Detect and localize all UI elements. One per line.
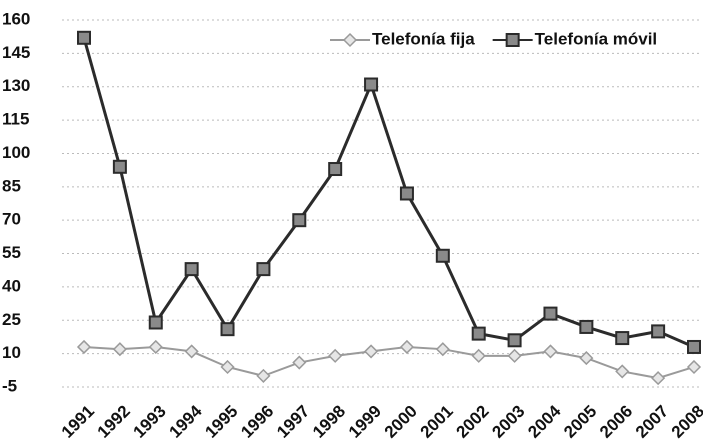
- x-tick-label: 2000: [381, 402, 421, 442]
- x-tick-label: 1997: [273, 402, 313, 442]
- marker: [615, 331, 630, 346]
- marker: [399, 186, 414, 201]
- marker: [220, 322, 235, 337]
- x-tick-label: 1993: [130, 402, 170, 442]
- y-tick-label: 25: [2, 310, 21, 329]
- marker: [399, 339, 415, 355]
- y-tick-label: -5: [2, 376, 17, 395]
- marker: [471, 348, 486, 363]
- legend-marker: [342, 32, 358, 48]
- y-tick-label: 130: [2, 76, 30, 95]
- x-tick-label: 2006: [596, 402, 636, 442]
- y-tick-label: 160: [2, 9, 30, 28]
- marker: [112, 159, 127, 174]
- marker: [507, 348, 522, 363]
- marker: [184, 344, 199, 359]
- x-tick-label: 2004: [524, 401, 565, 442]
- marker: [579, 319, 594, 334]
- marker: [686, 359, 702, 375]
- x-tick-label: 1998: [309, 402, 349, 442]
- y-tick-label: 85: [2, 176, 21, 195]
- legend-label: Telefonía fija: [372, 29, 475, 48]
- marker: [364, 77, 379, 92]
- marker: [435, 342, 450, 357]
- marker: [363, 344, 379, 359]
- marker: [435, 248, 450, 263]
- marker: [76, 339, 92, 355]
- x-tick-label: 1992: [94, 402, 134, 442]
- legend-label: Telefonía móvil: [535, 29, 658, 48]
- legend-marker: [505, 33, 520, 47]
- y-tick-label: 40: [2, 276, 21, 295]
- x-tick-label: 1991: [58, 402, 98, 442]
- x-tick-label: 2003: [488, 402, 528, 442]
- y-tick-label: 10: [2, 343, 21, 362]
- x-tick-label: 2007: [632, 402, 672, 442]
- marker: [148, 339, 163, 355]
- y-tick-label: 145: [2, 43, 30, 62]
- marker: [112, 342, 127, 357]
- marker: [615, 364, 630, 379]
- marker: [292, 213, 307, 228]
- marker: [220, 359, 235, 375]
- marker: [543, 344, 558, 359]
- marker: [292, 355, 307, 370]
- marker: [651, 324, 666, 339]
- x-tick-label: 1995: [201, 402, 241, 442]
- y-tick-label: 100: [2, 143, 30, 162]
- marker: [471, 326, 486, 341]
- y-tick-label: 115: [2, 110, 29, 129]
- marker: [184, 262, 199, 277]
- marker: [256, 368, 271, 383]
- marker: [687, 339, 701, 354]
- series-line: [82, 37, 695, 349]
- x-tick-label: 1999: [345, 402, 385, 442]
- x-tick-label: 1994: [165, 401, 206, 442]
- marker: [328, 348, 343, 363]
- series-line: [83, 345, 695, 380]
- y-tick-label: 70: [2, 210, 21, 229]
- marker: [651, 371, 666, 386]
- x-tick-label: 2005: [560, 402, 600, 442]
- x-tick-label: 2001: [417, 402, 457, 442]
- marker: [507, 333, 522, 348]
- marker: [148, 315, 163, 330]
- marker: [256, 262, 271, 277]
- x-tick-label: 2008: [668, 402, 703, 442]
- marker: [579, 351, 594, 366]
- marker: [328, 162, 343, 177]
- x-tick-label: 2002: [453, 402, 493, 442]
- marker: [543, 306, 558, 321]
- marker: [77, 30, 91, 45]
- x-tick-label: 1996: [237, 402, 277, 442]
- y-tick-label: 55: [2, 243, 21, 262]
